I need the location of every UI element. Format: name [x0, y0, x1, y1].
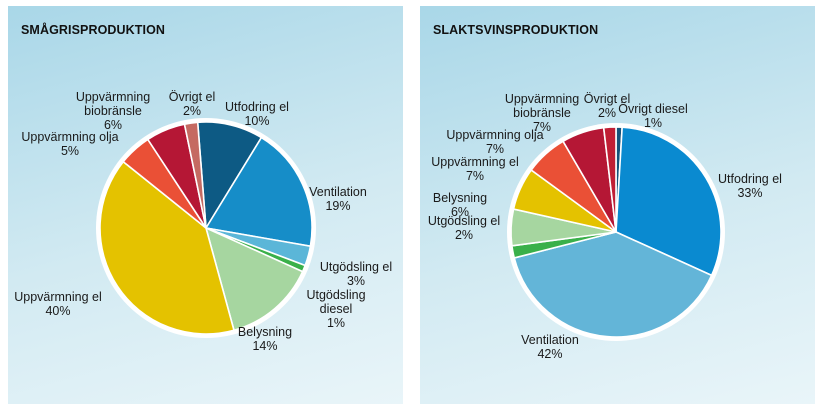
slice-label: Utgödsling el 3%	[320, 260, 392, 288]
slice-label: Uppvärmning olja 7%	[446, 128, 543, 156]
slice-label: Utfodring el 33%	[718, 172, 782, 200]
pie-chart-slaktsvin: Övrigt diesel 1% Utfodring el 33% Ventilatio…	[428, 92, 782, 361]
chart-title: SMÅGRISPRODUKTION	[21, 23, 166, 37]
slice-label: Utgödsling el 2%	[428, 214, 500, 242]
slice-label: Uppvärmning biobränsle 6%	[76, 90, 150, 132]
slice-label: Uppvärmning olja 5%	[21, 130, 118, 158]
chart-panel-slaktsvin: SLAKTSVINSPRODUKTION Övrigt diesel 1% Utfo…	[420, 6, 815, 404]
pie-chart-smagris: Utfodring el 10% Ventilation 19% Utgödsling …	[14, 90, 392, 353]
slice-label: Uppvärmning el 7%	[431, 155, 519, 183]
slice-label: Övrigt el 2%	[169, 90, 216, 118]
slice-label: Belysning 6%	[433, 191, 487, 219]
slice-label: Utgödsling diesel 1%	[306, 288, 365, 330]
slice-label: Utfodring el 10%	[225, 100, 289, 128]
slice-label: Övrigt diesel 1%	[618, 102, 687, 130]
slice-label: Övrigt el 2%	[584, 92, 631, 120]
pie-slice	[204, 136, 313, 248]
pie-slice	[99, 160, 235, 335]
pie-slice	[183, 121, 207, 229]
pie-slice	[204, 226, 304, 332]
slice-label: Uppvärmning biobränsle 7%	[505, 92, 579, 134]
slice-label: Ventilation 19%	[309, 185, 367, 213]
chart-panel-smagris: SMÅGRISPRODUKTION Utfodring el 10% Ventila…	[8, 6, 403, 404]
slice-label: Ventilation 42%	[521, 333, 579, 361]
pie-slice	[602, 126, 617, 233]
pie-slice	[513, 231, 713, 338]
chart-title: SLAKTSVINSPRODUKTION	[433, 23, 599, 37]
slice-label: Uppvärmning el 40%	[14, 290, 102, 318]
pie-slice	[615, 126, 722, 277]
slice-label: Belysning 14%	[238, 325, 292, 353]
